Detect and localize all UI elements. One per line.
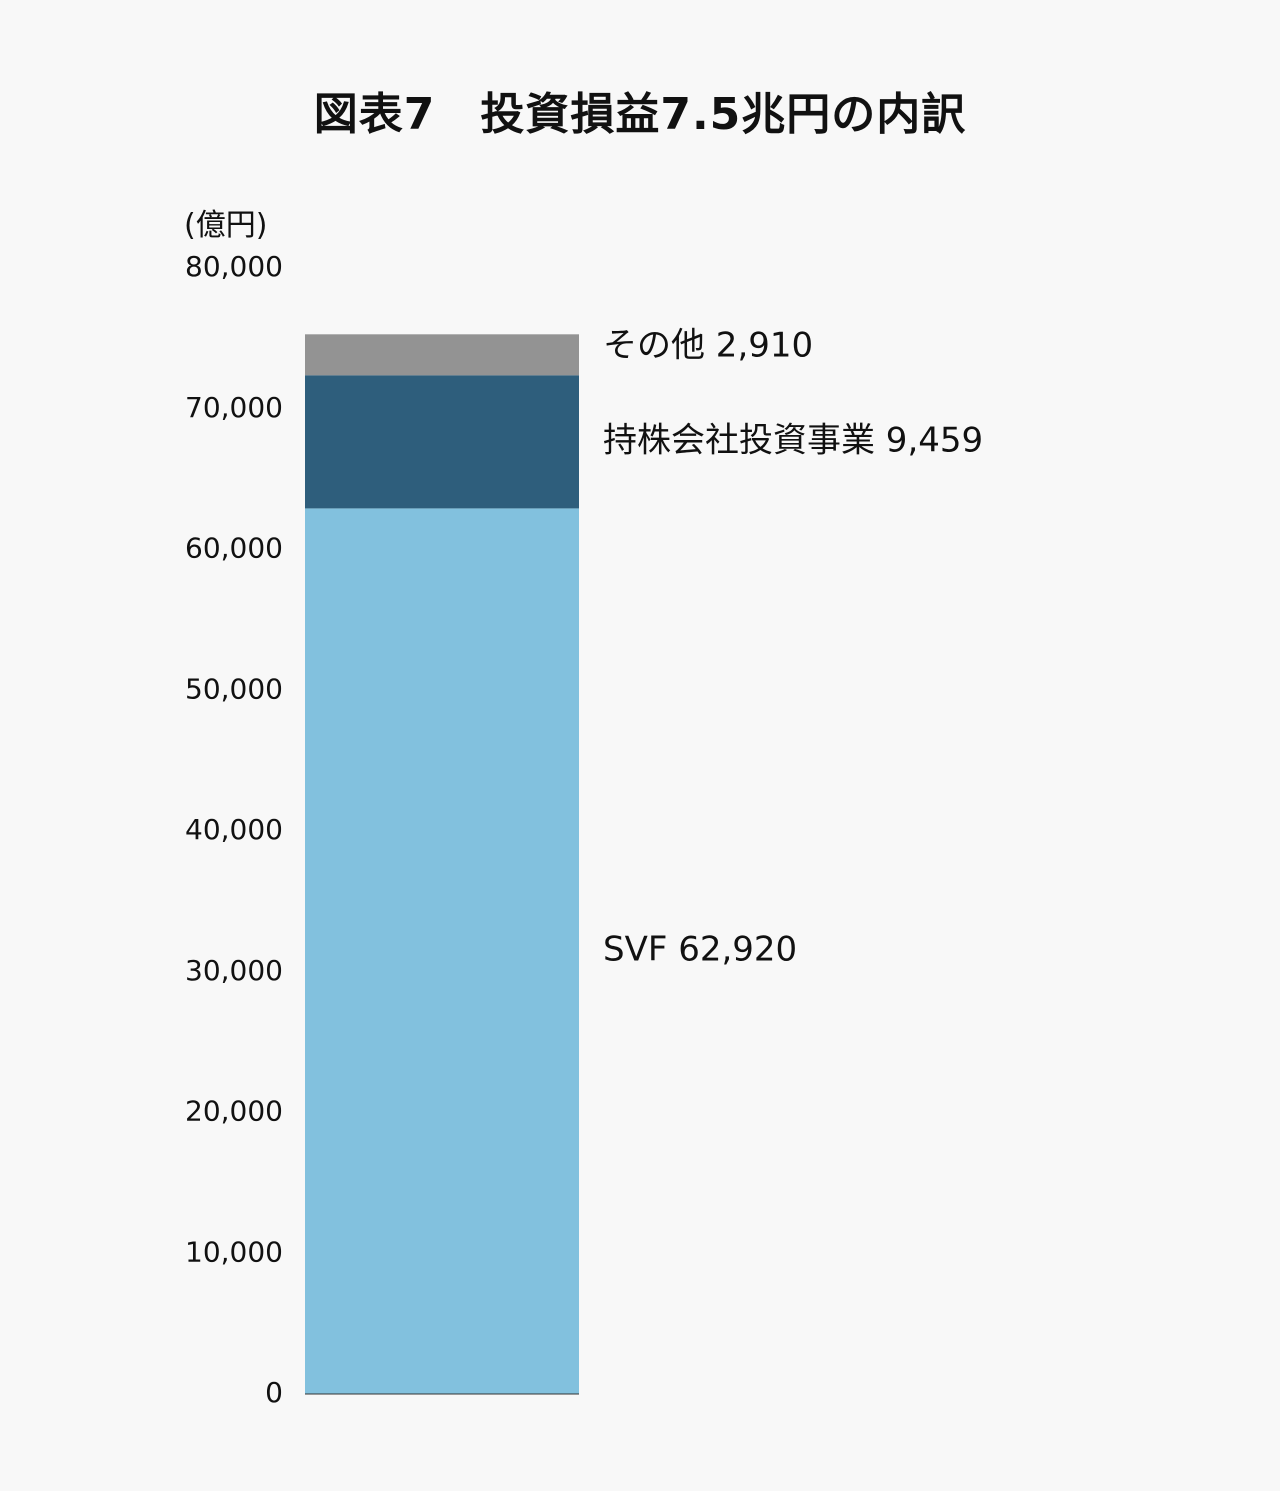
bar-segment-2 bbox=[305, 375, 579, 509]
bar-segment-3 bbox=[305, 334, 579, 376]
y-tick-label: 70,000 bbox=[185, 391, 283, 424]
y-tick-label: 50,000 bbox=[185, 672, 283, 705]
bar-segment-1 bbox=[305, 508, 579, 1394]
y-tick-label: 10,000 bbox=[185, 1235, 283, 1268]
segment-label-3: その他 2,910 bbox=[603, 325, 813, 365]
y-axis-ticks: 0 10,000 20,000 30,000 40,000 50,000 60,000 70,… bbox=[185, 250, 283, 1409]
y-tick-label: 40,000 bbox=[185, 813, 283, 846]
y-tick-label: 20,000 bbox=[185, 1095, 283, 1128]
y-tick-label: 80,000 bbox=[185, 250, 283, 283]
chart-title: 図表7 投資損益7.5兆円の内訳 bbox=[313, 89, 967, 140]
y-axis-unit-label: (億円) bbox=[184, 208, 268, 243]
bar-segments bbox=[305, 334, 579, 1394]
segment-labels: SVF 62,920 持株会社投資事業 9,459 その他 2,910 bbox=[603, 325, 983, 969]
segment-label-2: 持株会社投資事業 9,459 bbox=[603, 420, 983, 460]
y-tick-label: 30,000 bbox=[185, 954, 283, 987]
y-tick-label: 0 bbox=[265, 1376, 283, 1409]
segment-label-1: SVF 62,920 bbox=[603, 930, 797, 970]
y-tick-label: 60,000 bbox=[185, 532, 283, 565]
